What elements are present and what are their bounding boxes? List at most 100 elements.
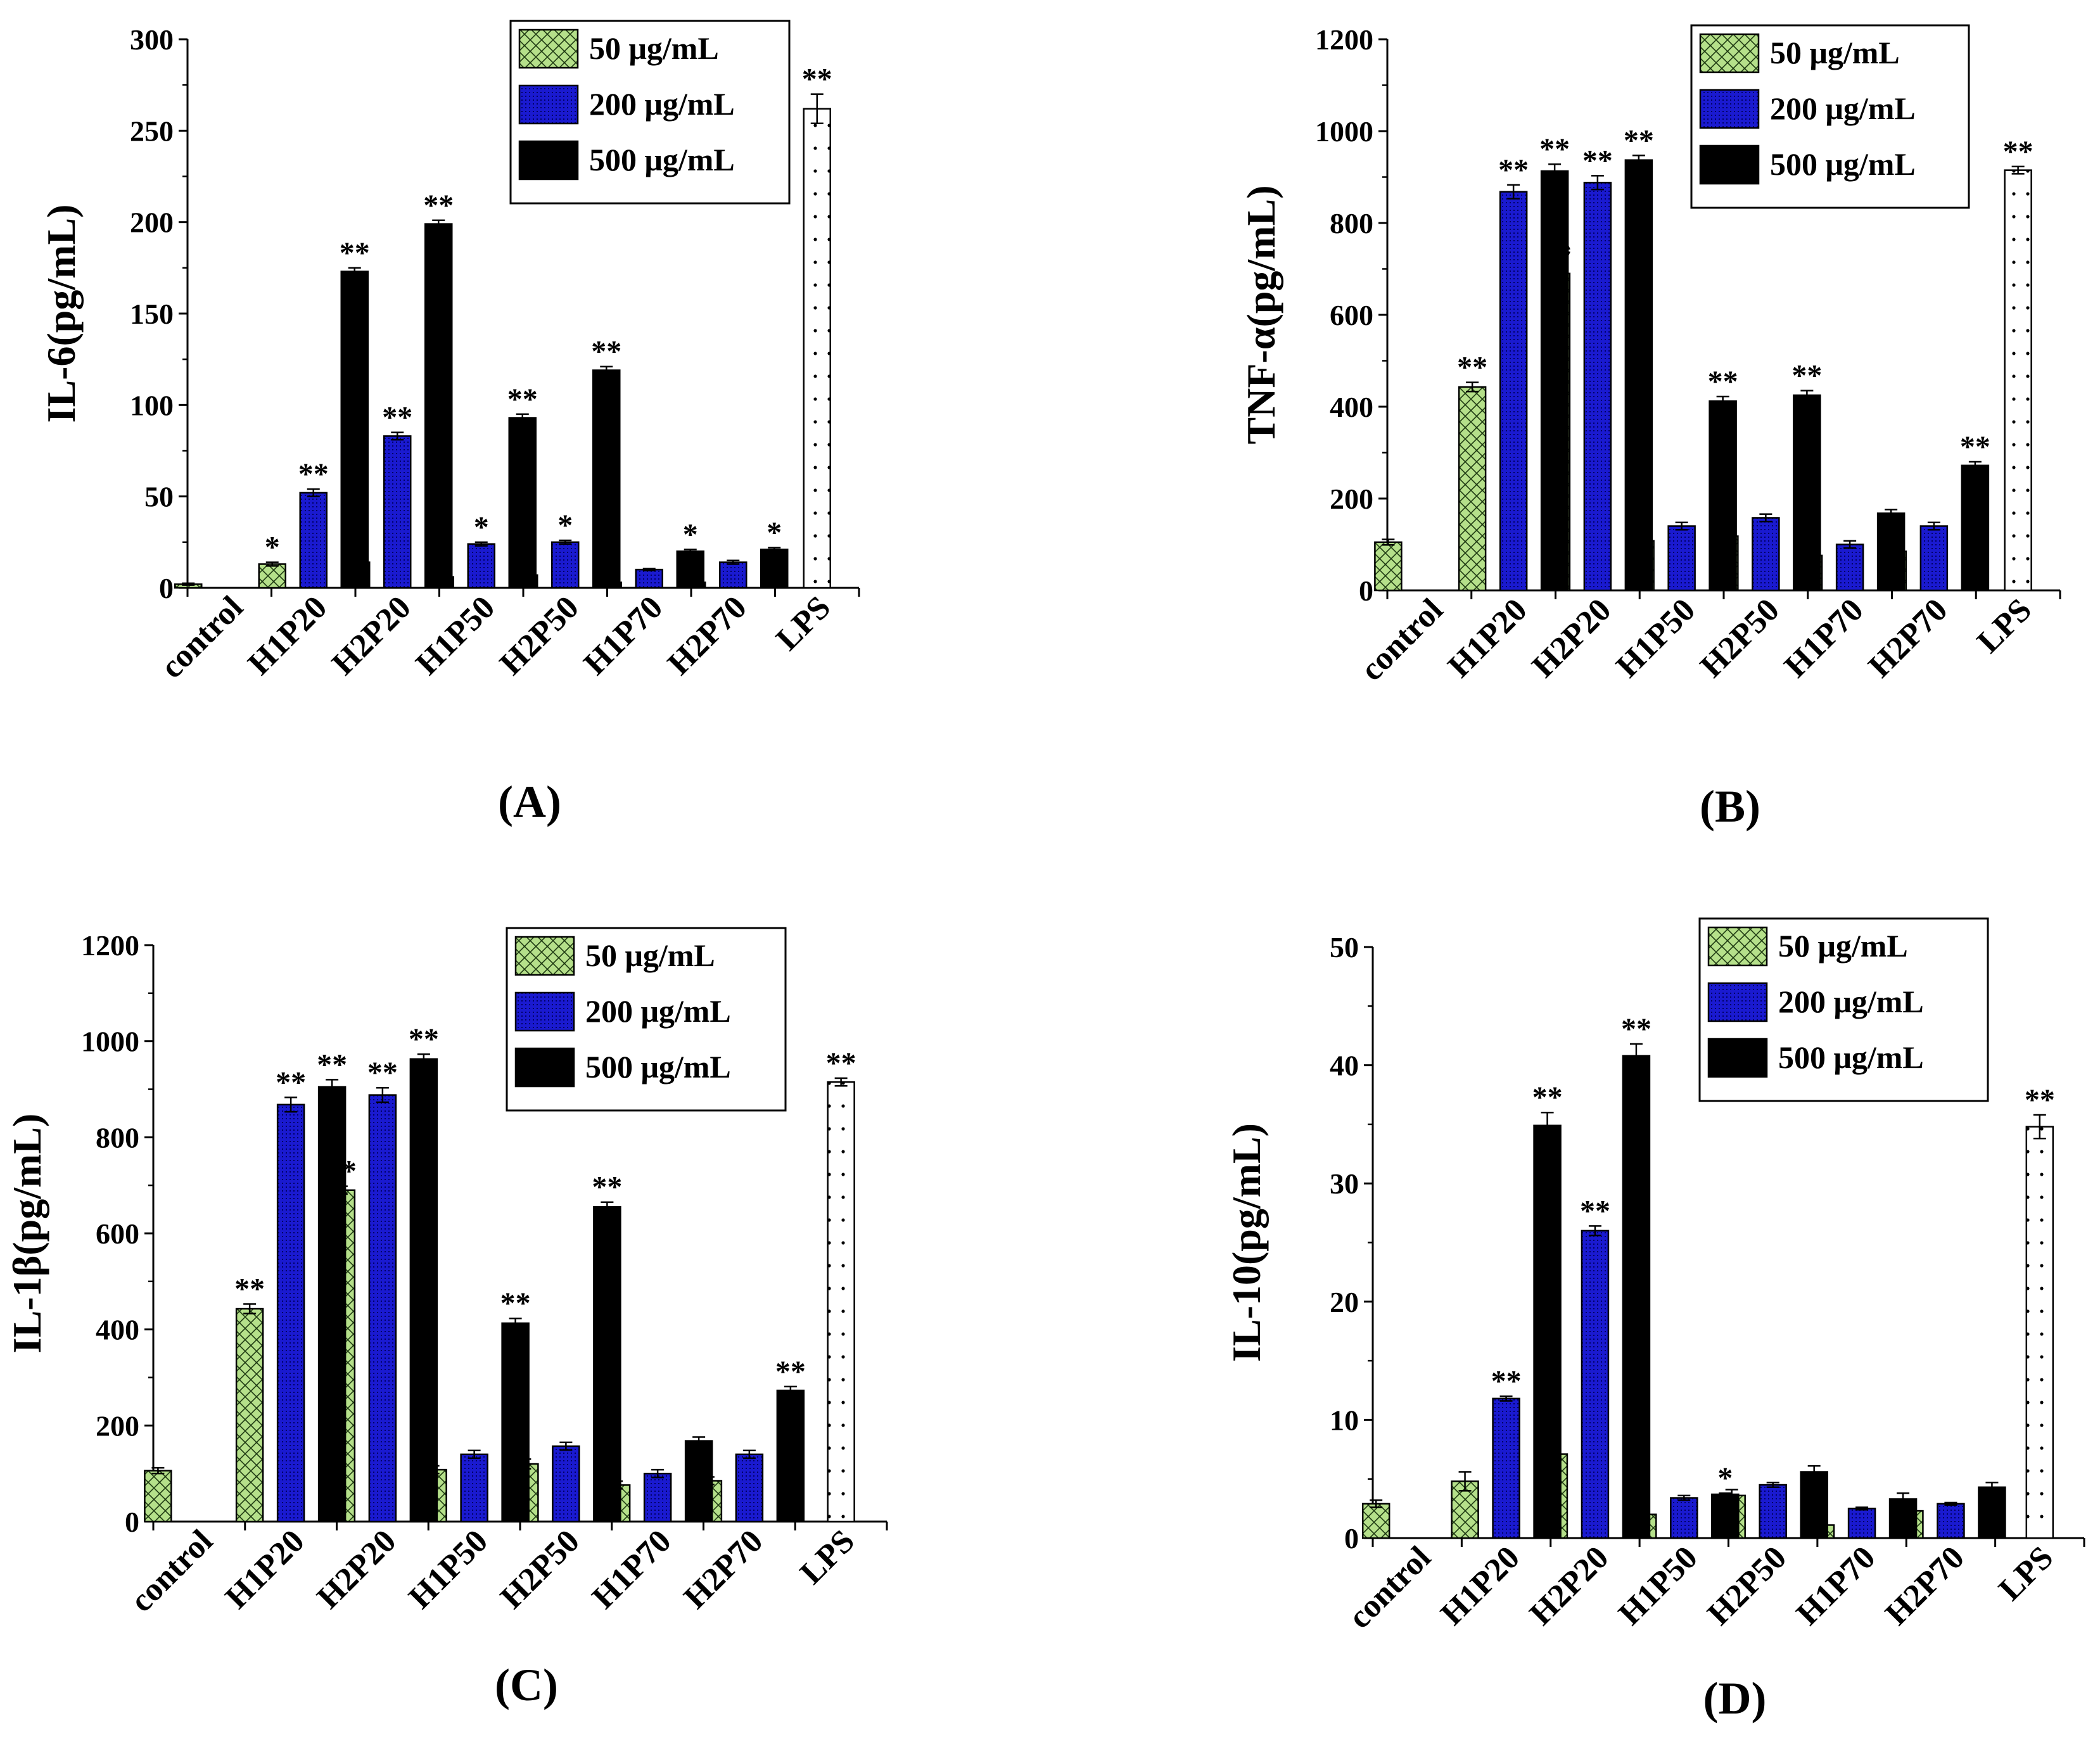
category-label: H2P20 bbox=[1523, 1539, 1616, 1632]
category-label: H2P20 bbox=[1525, 592, 1619, 685]
category-label: H1P20 bbox=[219, 1523, 312, 1616]
category-label: H2P20 bbox=[310, 1523, 404, 1616]
y-tick-label: 100 bbox=[130, 389, 174, 421]
y-tick-label: 50 bbox=[144, 481, 174, 513]
category-label: H2P70 bbox=[661, 589, 754, 682]
bar bbox=[1835, 544, 1864, 592]
significance-marker: ** bbox=[423, 189, 454, 222]
category-label: H1P20 bbox=[1434, 1539, 1527, 1632]
legend-label: 500 μg/mL bbox=[1770, 146, 1916, 182]
legend-swatch bbox=[518, 84, 579, 125]
bar bbox=[340, 270, 369, 589]
y-tick-label: 400 bbox=[1330, 391, 1373, 423]
significance-marker: ** bbox=[802, 63, 832, 96]
bar bbox=[1800, 1471, 1828, 1539]
panel-label: (A) bbox=[498, 777, 561, 827]
bar bbox=[1581, 1230, 1610, 1539]
y-tick-label: 40 bbox=[1330, 1050, 1359, 1082]
significance-marker: ** bbox=[298, 457, 329, 491]
significance-marker: ** bbox=[1491, 1364, 1522, 1398]
significance-marker: * bbox=[683, 518, 698, 551]
bar bbox=[1374, 541, 1403, 592]
legend-swatch bbox=[1699, 89, 1760, 129]
y-tick-label: 30 bbox=[1330, 1167, 1359, 1200]
bar bbox=[1711, 1493, 1740, 1539]
panel-label: (D) bbox=[1703, 1673, 1767, 1724]
bar bbox=[317, 1086, 347, 1523]
panel-label: (B) bbox=[1700, 781, 1760, 832]
category-label: H2P70 bbox=[677, 1523, 770, 1616]
bar bbox=[1624, 159, 1653, 592]
y-tick-label: 0 bbox=[1359, 575, 1373, 607]
panel-a-il6-chart: 050100150200250300IL-6(pg/mL)controlH1P2… bbox=[39, 20, 860, 827]
significance-marker: ** bbox=[1539, 132, 1570, 166]
bar bbox=[1670, 1497, 1698, 1539]
bar bbox=[460, 1453, 488, 1523]
bar bbox=[719, 561, 748, 589]
category-label: H2P70 bbox=[1862, 592, 1955, 685]
bar bbox=[1919, 525, 1949, 592]
significance-marker: ** bbox=[592, 1171, 622, 1204]
significance-marker: ** bbox=[1498, 153, 1529, 187]
bar bbox=[776, 1389, 805, 1523]
y-tick-label: 200 bbox=[1330, 483, 1373, 515]
bar bbox=[258, 563, 286, 589]
bar bbox=[383, 435, 412, 589]
y-axis-title: IL-6(pg/mL) bbox=[39, 205, 84, 423]
significance-marker: ** bbox=[1582, 144, 1613, 177]
significance-marker: ** bbox=[382, 401, 412, 435]
significance-marker: ** bbox=[1708, 365, 1738, 398]
bar bbox=[1499, 191, 1528, 592]
legend-swatch bbox=[518, 140, 579, 181]
bar bbox=[552, 1445, 580, 1523]
category-label: H1P20 bbox=[241, 589, 334, 682]
bar bbox=[592, 369, 621, 589]
significance-marker: * bbox=[557, 509, 573, 542]
y-axis-title: IL-10(pg/mL) bbox=[1224, 1123, 1269, 1362]
bar bbox=[501, 1322, 530, 1523]
significance-marker: ** bbox=[367, 1056, 398, 1090]
category-label: LPS bbox=[1992, 1539, 2061, 1608]
legend-label: 50 μg/mL bbox=[589, 30, 719, 66]
bar bbox=[803, 108, 831, 589]
significance-marker: ** bbox=[276, 1065, 306, 1099]
bar bbox=[735, 1453, 764, 1523]
significance-marker: ** bbox=[500, 1287, 531, 1320]
bar bbox=[551, 541, 580, 589]
bar bbox=[1492, 1397, 1520, 1539]
y-tick-label: 10 bbox=[1330, 1404, 1359, 1436]
category-label: H1P70 bbox=[1790, 1539, 1883, 1632]
legend-swatch bbox=[1699, 33, 1760, 73]
category-label: LPS bbox=[1970, 592, 2039, 660]
category-label: H1P20 bbox=[1441, 592, 1534, 685]
significance-marker: ** bbox=[409, 1022, 439, 1056]
legend-swatch bbox=[514, 991, 575, 1032]
significance-marker: * bbox=[1717, 1461, 1733, 1495]
y-tick-label: 20 bbox=[1330, 1286, 1359, 1318]
bar bbox=[409, 1058, 438, 1523]
category-label: H1P70 bbox=[1778, 592, 1871, 685]
category-label: H1P50 bbox=[1610, 592, 1703, 685]
bar bbox=[1361, 1503, 1390, 1539]
bar bbox=[1667, 525, 1696, 592]
significance-marker: ** bbox=[1624, 124, 1654, 157]
bar bbox=[508, 417, 537, 589]
y-tick-label: 50 bbox=[1330, 931, 1359, 964]
significance-marker: ** bbox=[1791, 359, 1822, 393]
category-label: H2P70 bbox=[1878, 1539, 1971, 1632]
significance-marker: ** bbox=[507, 383, 538, 416]
legend-swatch bbox=[1707, 982, 1768, 1022]
bar bbox=[593, 1206, 621, 1523]
bar bbox=[827, 1081, 855, 1523]
y-tick-label: 200 bbox=[96, 1409, 139, 1442]
bar bbox=[299, 492, 328, 589]
category-label: H1P50 bbox=[402, 1523, 495, 1616]
significance-marker: ** bbox=[1621, 1012, 1651, 1046]
significance-marker: ** bbox=[1532, 1081, 1563, 1114]
bar bbox=[1540, 170, 1569, 592]
bar bbox=[1876, 512, 1906, 592]
y-tick-label: 800 bbox=[96, 1121, 139, 1154]
bar bbox=[1752, 517, 1780, 592]
significance-marker: * bbox=[767, 516, 782, 549]
